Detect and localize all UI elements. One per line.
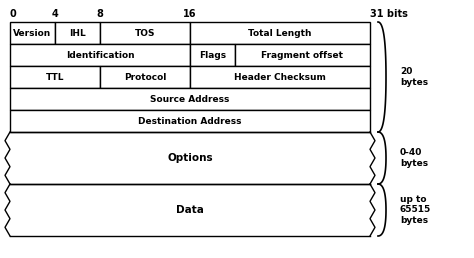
Bar: [10, 110, 370, 132]
Bar: [55, 22, 100, 44]
Text: Destination Address: Destination Address: [138, 117, 242, 125]
Text: Source Address: Source Address: [150, 94, 230, 103]
Text: Fragment offset: Fragment offset: [262, 51, 344, 60]
Text: Options: Options: [167, 153, 213, 163]
Text: Total Length: Total Length: [248, 28, 312, 37]
Text: Identification: Identification: [66, 51, 134, 60]
Text: IHL: IHL: [69, 28, 86, 37]
Bar: [235, 44, 370, 66]
Text: 0: 0: [10, 9, 17, 19]
Text: TOS: TOS: [135, 28, 155, 37]
Text: 8: 8: [97, 9, 103, 19]
Text: TTL: TTL: [46, 72, 64, 82]
Bar: [190, 66, 370, 88]
Bar: [100, 22, 190, 44]
Text: 20
bytes: 20 bytes: [400, 67, 428, 87]
Bar: [100, 66, 190, 88]
Text: 4: 4: [52, 9, 58, 19]
Text: Data: Data: [176, 205, 204, 215]
Text: Header Checksum: Header Checksum: [234, 72, 326, 82]
Bar: [190, 22, 370, 44]
Text: Flags: Flags: [199, 51, 226, 60]
Text: 0-40
bytes: 0-40 bytes: [400, 148, 428, 168]
Bar: [10, 44, 190, 66]
Text: 31 bits: 31 bits: [370, 9, 408, 19]
Text: up to
65515
bytes: up to 65515 bytes: [400, 195, 431, 225]
Bar: [10, 88, 370, 110]
Text: Version: Version: [13, 28, 52, 37]
Bar: [10, 66, 100, 88]
Bar: [10, 22, 55, 44]
Bar: [190, 44, 235, 66]
Text: Protocol: Protocol: [124, 72, 166, 82]
Text: 16: 16: [183, 9, 197, 19]
